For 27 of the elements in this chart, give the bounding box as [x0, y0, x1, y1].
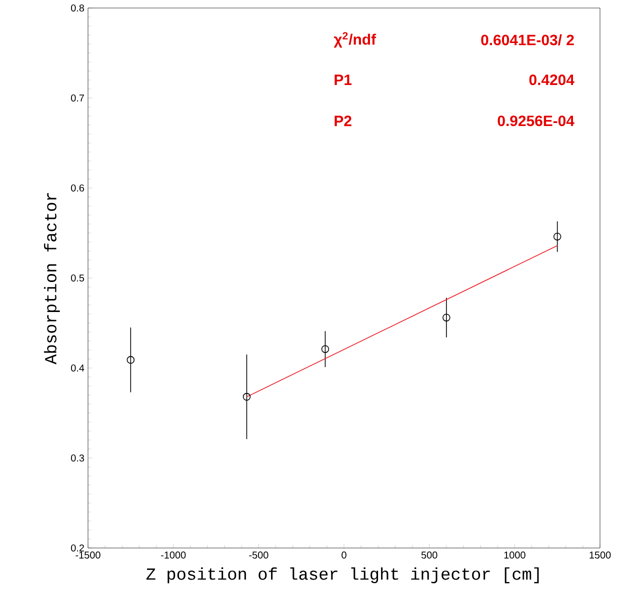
- y-tick-label: 0.5: [71, 274, 84, 282]
- annotation: P2: [334, 116, 352, 126]
- y-tick-label: 0.4: [71, 364, 84, 372]
- y-tick-label: 0.8: [71, 4, 84, 12]
- y-axis-title: Absorption factor: [44, 193, 60, 364]
- annotation: 0.9256E-04: [498, 116, 574, 126]
- x-axis-title: Z position of laser light injector [cm]: [146, 567, 539, 584]
- annotation: P1: [334, 74, 352, 85]
- x-tick-label: 1000: [504, 552, 526, 559]
- x-tick-label: -500: [249, 552, 268, 559]
- y-tick-label: 0.3: [71, 454, 84, 462]
- point: [126, 356, 135, 364]
- x-tick-label: 500: [421, 552, 438, 559]
- y-tick-label: 0.6: [71, 184, 84, 192]
- x-tick-label: -1000: [161, 552, 186, 559]
- point: [442, 314, 450, 322]
- annotation: 0.4204: [529, 74, 574, 86]
- x-tick-label: 1500: [590, 552, 611, 559]
- x-tick-label: 0: [342, 552, 346, 559]
- y-tick-label: 0.7: [71, 94, 84, 102]
- x-tick-label: -1500: [76, 552, 100, 559]
- y-tick-label: 0.2: [71, 544, 84, 552]
- annotation: 0.6041E-03/ 2: [481, 34, 574, 46]
- annotation: χ$^{2}$/ndf: [334, 32, 376, 48]
- point: [321, 345, 330, 353]
- point: [242, 392, 251, 401]
- point: [553, 232, 562, 240]
